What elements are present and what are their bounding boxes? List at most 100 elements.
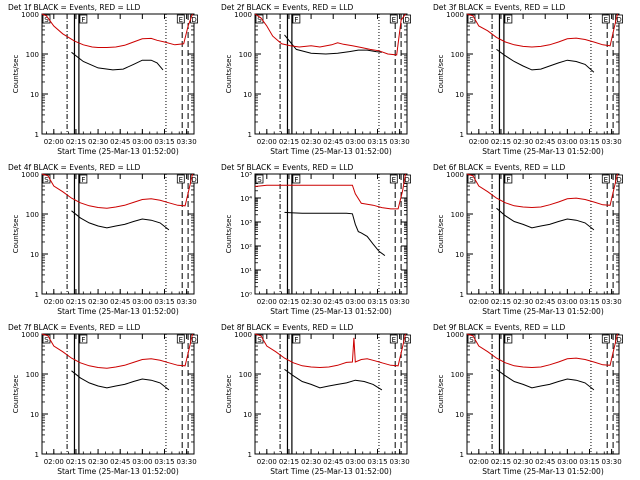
y-axis-label: Counts/sec: [225, 55, 233, 94]
marker-f-label: F: [81, 16, 85, 24]
marker-d-box: [190, 174, 198, 184]
marker-e-box: [601, 174, 610, 184]
x-tick-label: 03:00: [345, 138, 365, 146]
x-tick-label: 03:00: [132, 138, 152, 146]
y-tick-label: 10⁴: [240, 195, 252, 203]
marker-s-label: S: [257, 336, 262, 344]
plot-frame: [466, 173, 620, 295]
marker-e-box: [601, 334, 610, 344]
marker-f-box: [504, 334, 513, 344]
marker-d-label: D: [404, 16, 409, 24]
detector-panel-6: Det 6f BLACK = Events, RED = LLD 1 10 100 10…: [433, 163, 623, 316]
x-tick-label: 02:00: [469, 138, 489, 146]
series-events-line: [496, 48, 595, 73]
panel-title: Det 8f BLACK = Events, RED = LLD: [221, 323, 354, 332]
marker-e-label: E: [179, 16, 183, 24]
marker-f-box: [79, 174, 88, 184]
series-lld-line: [466, 13, 618, 48]
x-tick-label: 03:30: [602, 458, 622, 466]
x-tick-label: 02:45: [323, 298, 343, 306]
y-tick-label: 1000: [446, 171, 464, 179]
x-tick-label: 02:45: [323, 458, 343, 466]
marker-s-box: [255, 174, 264, 184]
marker-d-box: [403, 174, 411, 184]
y-axis-label: Counts/sec: [12, 375, 20, 414]
marker-d-box: [615, 174, 623, 184]
y-tick-label: 10⁰: [240, 291, 252, 299]
marker-e-box: [389, 14, 398, 24]
y-tick-label: 100: [26, 371, 39, 379]
y-axis-label: Counts/sec: [12, 55, 20, 94]
y-tick-label: 1: [35, 131, 39, 139]
x-tick-label: 02:00: [257, 138, 277, 146]
series-lld-line: [41, 173, 193, 209]
y-tick-label: 1000: [21, 11, 39, 19]
x-tick-label: 03:15: [154, 138, 174, 146]
x-tick-label: 02:45: [110, 458, 130, 466]
x-tick-label: 02:45: [535, 138, 555, 146]
y-tick-label: 10: [455, 91, 464, 99]
marker-e-label: E: [392, 336, 396, 344]
x-tick-label: 03:30: [177, 138, 197, 146]
y-tick-label: 1: [248, 451, 252, 459]
marker-s-label: S: [257, 16, 262, 24]
marker-d-box: [403, 14, 411, 24]
y-tick-label: 10: [243, 91, 252, 99]
y-tick-label: 1: [460, 291, 464, 299]
x-axis-label: Start Time (25-Mar-13 01:52:00): [482, 467, 604, 476]
marker-d-label: D: [191, 16, 196, 24]
y-tick-label: 10: [30, 411, 39, 419]
marker-s-label: S: [469, 336, 474, 344]
x-tick-label: 02:15: [491, 298, 511, 306]
series-events-line: [496, 368, 595, 391]
series-lld-line: [41, 13, 193, 48]
x-tick-label: 03:00: [557, 298, 577, 306]
y-tick-label: 10: [30, 251, 39, 259]
x-tick-label: 03:00: [557, 458, 577, 466]
marker-f-label: F: [81, 336, 85, 344]
series-lld-line: [466, 173, 618, 209]
marker-d-label: D: [616, 336, 621, 344]
x-tick-label: 02:00: [469, 458, 489, 466]
plot-frame: [254, 13, 408, 135]
marker-d-label: D: [404, 336, 409, 344]
marker-d-label: D: [616, 176, 621, 184]
plot-frame: [254, 173, 408, 295]
marker-d-label: D: [191, 176, 196, 184]
marker-e-label: E: [392, 176, 396, 184]
panel-title: Det 2f BLACK = Events, RED = LLD: [221, 3, 354, 12]
marker-f-label: F: [506, 176, 510, 184]
y-tick-label: 1000: [446, 11, 464, 19]
x-tick-label: 03:15: [367, 138, 387, 146]
y-tick-label: 10³: [240, 219, 252, 227]
y-tick-label: 100: [451, 51, 464, 59]
detector-panel-9: Det 9f BLACK = Events, RED = LLD 1 10 100 10…: [433, 323, 623, 476]
marker-d-box: [190, 334, 198, 344]
marker-s-label: S: [44, 336, 49, 344]
y-tick-label: 1000: [234, 331, 252, 339]
y-tick-label: 10⁵: [240, 171, 252, 179]
x-tick-label: 02:30: [88, 138, 108, 146]
series-events-line: [284, 211, 386, 257]
marker-e-box: [176, 334, 185, 344]
marker-s-label: S: [257, 176, 262, 184]
marker-d-label: D: [616, 16, 621, 24]
marker-f-label: F: [294, 336, 298, 344]
y-tick-label: 1: [35, 451, 39, 459]
x-tick-label: 03:00: [345, 298, 365, 306]
y-axis-label: Counts/sec: [225, 375, 233, 414]
panel-title: Det 5f BLACK = Events, RED = LLD: [221, 163, 354, 172]
y-tick-label: 100: [451, 371, 464, 379]
x-tick-label: 02:15: [279, 138, 299, 146]
x-tick-label: 03:15: [579, 298, 599, 306]
x-tick-label: 03:15: [579, 138, 599, 146]
y-tick-label: 1000: [234, 11, 252, 19]
y-tick-label: 1: [460, 131, 464, 139]
plot-frame: [466, 333, 620, 455]
panel-title: Det 3f BLACK = Events, RED = LLD: [433, 3, 566, 12]
detector-panel-1: Det 1f BLACK = Events, RED = LLD 1 10 100 10…: [8, 3, 198, 156]
marker-d-box: [403, 334, 411, 344]
y-tick-label: 1000: [446, 331, 464, 339]
y-axis-label: Counts/sec: [225, 215, 233, 254]
y-tick-label: 1000: [21, 331, 39, 339]
